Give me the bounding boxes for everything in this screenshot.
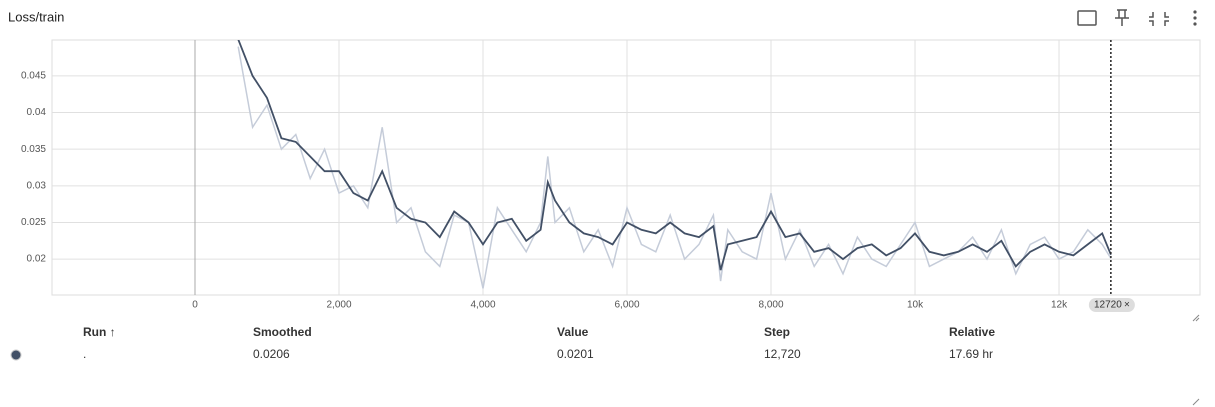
pin-button[interactable] [1115,9,1129,26]
y-tick-label: 0.02 [27,254,47,265]
fit-domain-button[interactable] [1077,10,1097,26]
table-cell: . [83,347,86,361]
y-tick-label: 0.03 [27,180,47,191]
x-tick-label: 8,000 [758,300,783,311]
x-tick-label: 10k [907,300,924,311]
table-cell: 0.0206 [253,347,290,361]
y-tick-label: 0.04 [27,107,47,118]
cursor-chip-label: 12720 [1094,300,1122,311]
y-tick-label: 0.025 [21,217,46,228]
plot-frame [51,39,1201,296]
smoothed-line [237,40,1112,271]
x-tick-label: 2,000 [326,300,351,311]
run-color [10,349,22,361]
table-cell: 17.69 hr [949,347,993,361]
collapse-button[interactable] [1149,12,1169,26]
resize-handle[interactable] [1192,398,1200,406]
table-header: Relative [949,325,995,339]
card-title: Loss/train [8,9,64,24]
x-tick-label: 6,000 [614,300,639,311]
raw-line [237,46,1112,289]
y-tick-label: 0.035 [21,144,46,155]
resize-handle[interactable] [1192,314,1200,322]
table-cell: 12,720 [764,347,801,361]
cursor-chip [1088,298,1135,312]
more-button[interactable] [1193,10,1197,26]
y-tick-label: 0.045 [21,71,46,82]
x-tick-label: 4,000 [470,300,495,311]
table-header: Step [764,325,790,339]
table-header: Run ↑ [83,325,116,339]
table-cell: 0.0201 [557,347,594,361]
x-tick-label: 12k [1051,300,1068,311]
table-header: Value [557,325,589,339]
table-header: Smoothed [253,325,312,339]
toolbar [1077,9,1197,26]
cursor-chip-close: × [1124,300,1130,311]
x-tick-label: 0 [192,300,198,311]
